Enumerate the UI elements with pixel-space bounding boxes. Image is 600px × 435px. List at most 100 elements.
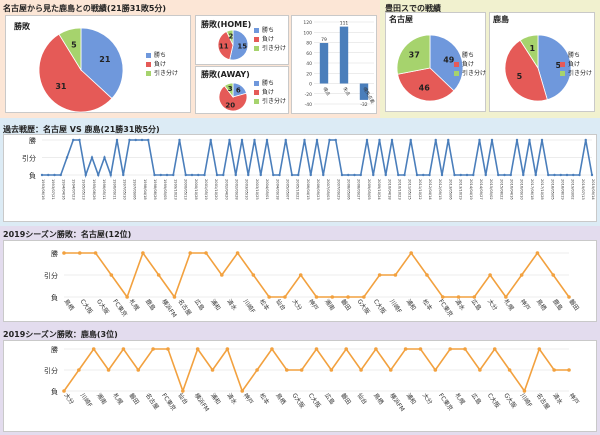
- pie-data-label: 5: [71, 41, 77, 50]
- line-xtick-label: 1997/05/10: [122, 179, 126, 200]
- line-point: [362, 295, 366, 299]
- line-xtick-label: 清水: [225, 298, 238, 312]
- pie-slice-draw: [396, 34, 431, 75]
- line-xtick-label: 1994/07/23: [72, 179, 76, 200]
- toyota-kashima-panel: 鹿島 5 5 1 勝ち 負け 引き分け: [489, 12, 595, 112]
- pie-slice-win: [429, 34, 464, 92]
- line-xtick-label: 2000/05/13: [184, 179, 188, 200]
- line-point: [303, 138, 306, 142]
- bar-失点: [339, 26, 349, 84]
- legend-win: 勝ち: [146, 51, 178, 60]
- line-point: [272, 173, 275, 177]
- line-point: [109, 173, 112, 177]
- line-xtick-label: 1995/08/26: [92, 179, 96, 200]
- line-xtick-label: 2015/08/22: [499, 179, 503, 200]
- line-point: [134, 138, 137, 142]
- line-point: [472, 173, 475, 177]
- line-xtick-label: 神戸: [242, 392, 255, 406]
- line-xtick-label: 2019/09/14: [591, 179, 595, 200]
- line-xtick-label: 磐田: [339, 298, 352, 312]
- line-point: [507, 368, 512, 372]
- line-xtick-label: C大阪: [307, 392, 323, 410]
- line-point: [440, 173, 444, 177]
- pie-data-label: 37: [409, 51, 420, 60]
- line-point: [278, 173, 281, 177]
- line-xtick-label: 広島: [323, 392, 336, 406]
- pie-data-label: 5: [555, 61, 561, 70]
- line-xtick-label: 清水: [551, 392, 564, 406]
- line-point: [251, 273, 256, 277]
- line-point: [565, 173, 569, 177]
- home-legend: 勝ち 負け 引き分け: [254, 26, 286, 53]
- line-point: [283, 295, 287, 299]
- line-point: [547, 173, 550, 177]
- line-point: [314, 347, 319, 351]
- line-point: [415, 173, 419, 177]
- line-xtick-label: 2013/05/06: [448, 179, 452, 200]
- line-point: [136, 368, 141, 372]
- line-point: [456, 295, 461, 299]
- line-point: [578, 173, 581, 177]
- line-xtick-label: 大分: [62, 392, 75, 406]
- line-xtick-label: 大分: [486, 298, 499, 312]
- bar-得点: [319, 43, 329, 84]
- line-xtick-label: 鹿島: [144, 298, 157, 312]
- line-xtick-label: C大阪: [79, 298, 95, 316]
- line-point: [567, 368, 571, 372]
- line-point: [156, 273, 161, 277]
- line-point: [210, 368, 215, 372]
- line-xtick-label: 2005/10/22: [296, 179, 300, 200]
- nagoya-season-panel: 負引分勝鳥栖 C大阪 G大阪 FC東京 札幌 鹿島 横浜FM 名古屋 広島 浦和 清水 川崎F 松本 仙台…: [3, 240, 597, 322]
- line-point: [298, 273, 303, 277]
- line-xtick-label: 2008/09/27: [357, 179, 361, 200]
- line-xtick-label: 2001/05/19: [204, 179, 208, 200]
- line-point: [515, 138, 519, 142]
- line-xtick-label: 1998/08/26: [153, 179, 157, 200]
- overall-pie-chart: 21 31 5: [38, 27, 124, 113]
- line-point: [540, 138, 544, 142]
- line-ytick-label: 負: [51, 293, 58, 302]
- line-xtick-label: 2013/10/19: [459, 179, 463, 200]
- line-xtick-label: 1996/09/11: [112, 179, 116, 200]
- line-xtick-label: 2014/09/27: [479, 179, 483, 200]
- line-point: [447, 138, 450, 142]
- line-point: [240, 389, 245, 393]
- pie-slice-loss: [217, 30, 234, 61]
- line-point: [209, 138, 212, 142]
- line-point: [397, 173, 400, 177]
- line-ytick-label: 勝: [29, 136, 36, 145]
- line-xtick-label: 広島: [470, 298, 483, 312]
- overall-legend: 勝ち 負け 引き分け: [146, 51, 178, 78]
- line-point: [115, 138, 119, 142]
- line-xtick-label: FC東京: [437, 392, 455, 413]
- line-point: [181, 389, 185, 393]
- pie-data-label: 46: [419, 83, 431, 92]
- line-point: [353, 173, 356, 177]
- line-point: [329, 368, 334, 372]
- line-point: [90, 156, 94, 159]
- line-xtick-label: 2016/09/10: [520, 179, 524, 200]
- line-point: [490, 138, 494, 142]
- season-kashima-title: 2019シーズン勝敗：鹿島(3位): [3, 330, 118, 339]
- line-point: [478, 368, 482, 372]
- legend-loss: 負け: [254, 88, 286, 97]
- line-xtick-label: FC東京: [111, 298, 129, 319]
- line-xtick-label: 名古屋: [176, 298, 193, 317]
- line-xtick-label: 2008/05/06: [347, 179, 351, 200]
- line-xtick-label: 鳥栖: [372, 392, 385, 406]
- line-point: [403, 347, 408, 351]
- line-point: [330, 295, 335, 299]
- line-xtick-label: G大阪: [95, 298, 111, 316]
- line-point: [97, 173, 100, 177]
- line-point: [141, 251, 145, 255]
- line-point: [519, 273, 524, 277]
- bar-data-label: 79: [321, 37, 327, 43]
- line-xtick-label: 2011/10/22: [418, 179, 422, 200]
- line-xtick-label: 鹿島: [551, 298, 564, 312]
- line-point: [535, 251, 540, 255]
- line-ytick-label: 負: [29, 171, 36, 180]
- line-point: [121, 347, 126, 351]
- line-xtick-label: 1997/09/06: [133, 179, 137, 200]
- line-point: [40, 173, 44, 177]
